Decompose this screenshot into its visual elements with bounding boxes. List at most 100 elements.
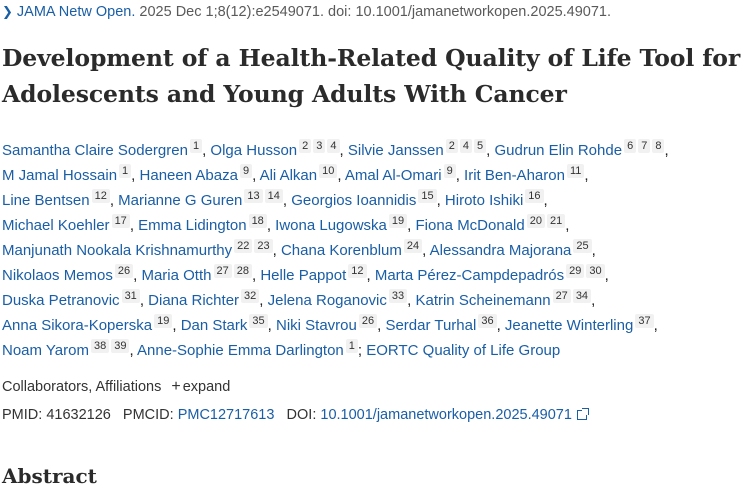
author-name-link[interactable]: Irit Ben-Aharon bbox=[464, 167, 565, 184]
author-name-link[interactable]: Anna Sikora-Koperska bbox=[2, 317, 153, 334]
affiliation-number[interactable]: 26 bbox=[358, 314, 378, 328]
affiliation-number[interactable]: 22 bbox=[234, 239, 253, 253]
affiliation-number[interactable]: 21 bbox=[546, 214, 566, 228]
expand-button[interactable]: expand bbox=[182, 379, 231, 395]
author-name-link[interactable]: Jeanette Winterling bbox=[504, 317, 634, 334]
author-separator: , bbox=[252, 267, 261, 284]
affiliation-number[interactable]: 19 bbox=[388, 214, 408, 228]
affiliation-number[interactable]: 1 bbox=[345, 339, 358, 353]
group-author-link[interactable]: EORTC Quality of Life Group bbox=[366, 342, 561, 359]
affiliation-number[interactable]: 38 bbox=[90, 339, 110, 353]
author-name-link[interactable]: Fiona McDonald bbox=[415, 217, 525, 234]
affiliation-number[interactable]: 9 bbox=[443, 164, 456, 178]
affiliation-number[interactable]: 1 bbox=[189, 139, 203, 153]
author-name-link[interactable]: Chana Korenblum bbox=[280, 242, 402, 259]
affiliation-number[interactable]: 16 bbox=[525, 189, 544, 203]
affiliation-number[interactable]: 15 bbox=[418, 189, 437, 203]
affiliation-number[interactable]: 14 bbox=[264, 189, 283, 203]
external-link-icon[interactable] bbox=[576, 408, 589, 420]
author-name-link[interactable]: Georgios Ioannidis bbox=[291, 192, 417, 209]
affiliation-number[interactable]: 2 bbox=[299, 139, 312, 153]
affiliation-number[interactable]: 29 bbox=[566, 264, 585, 278]
author-name-link[interactable]: Marianne G Guren bbox=[118, 192, 243, 209]
author-name-link[interactable]: Michael Koehler bbox=[2, 217, 110, 234]
affiliation-number[interactable]: 17 bbox=[111, 214, 130, 228]
affiliation-number[interactable]: 10 bbox=[319, 164, 338, 178]
author-name-link[interactable]: Maria Otth bbox=[141, 267, 212, 284]
author-name-link[interactable]: Jelena Roganovic bbox=[267, 292, 387, 309]
author-name-link[interactable]: Silvie Janssen bbox=[347, 142, 444, 159]
author-name-link[interactable]: Marta Pérez-Campdepadrós bbox=[374, 267, 565, 284]
affiliation-number[interactable]: 39 bbox=[111, 339, 130, 353]
author-name-link[interactable]: Amal Al-Omari bbox=[344, 167, 442, 184]
affiliation-number[interactable]: 36 bbox=[478, 314, 497, 328]
journal-link[interactable]: JAMA Netw Open. bbox=[16, 4, 136, 20]
author-name-link[interactable]: Diana Richter bbox=[148, 292, 240, 309]
affiliation-number[interactable]: 4 bbox=[327, 139, 340, 153]
affiliation-number[interactable]: 24 bbox=[403, 239, 423, 253]
author-name-link[interactable]: Anne-Sophie Emma Darlington bbox=[137, 342, 344, 359]
author-name-link[interactable]: Katrin Scheinemann bbox=[415, 292, 551, 309]
author-name-link[interactable]: Alessandra Majorana bbox=[429, 242, 572, 259]
author-item: Samantha Claire Sodergren 1 bbox=[2, 139, 203, 159]
author-name-link[interactable]: Iwona Lugowska bbox=[275, 217, 387, 234]
pmcid-link[interactable]: PMC12717613 bbox=[177, 407, 275, 423]
author-name-link[interactable]: Gudrun Elin Rohde bbox=[494, 142, 623, 159]
affiliation-number[interactable]: 19 bbox=[154, 314, 173, 328]
author-name-link[interactable]: Noam Yarom bbox=[2, 342, 89, 359]
affiliation-number[interactable]: 8 bbox=[652, 139, 665, 153]
author-name-link[interactable]: Manjunath Nookala Krishnamurthy bbox=[2, 242, 233, 259]
affiliation-number[interactable]: 31 bbox=[121, 289, 140, 303]
affiliation-number[interactable]: 32 bbox=[241, 289, 260, 303]
author-name-link[interactable]: Samantha Claire Sodergren bbox=[2, 142, 188, 159]
affiliation-number[interactable]: 13 bbox=[244, 189, 263, 203]
author-line: Duska Petranovic 31, Diana Richter 32, Jel… bbox=[2, 288, 748, 313]
affiliation-number[interactable]: 12 bbox=[91, 189, 110, 203]
affiliation-number[interactable]: 26 bbox=[114, 264, 134, 278]
author-name-link[interactable]: Dan Stark bbox=[180, 317, 248, 334]
affiliation-number[interactable]: 23 bbox=[254, 239, 273, 253]
author-separator: , bbox=[339, 142, 348, 159]
author-name-link[interactable]: Niki Stavrou bbox=[275, 317, 357, 334]
author-name-link[interactable]: Serdar Turhal bbox=[385, 317, 477, 334]
author-name-link[interactable]: Hiroto Ishiki bbox=[444, 192, 524, 209]
chevron-right-icon[interactable]: ❯ bbox=[2, 4, 13, 19]
doi-link[interactable]: 10.1001/jamanetworkopen.2025.49071 bbox=[320, 407, 572, 423]
affiliation-number[interactable]: 12 bbox=[348, 264, 367, 278]
affiliation-number[interactable]: 11 bbox=[566, 164, 585, 178]
affiliation-number[interactable]: 35 bbox=[249, 314, 268, 328]
affiliation-number[interactable]: 33 bbox=[388, 289, 408, 303]
affiliation-number[interactable]: 20 bbox=[526, 214, 545, 228]
author-name-link[interactable]: M Jamal Hossain bbox=[2, 167, 118, 184]
affiliation-number[interactable]: 6 bbox=[624, 139, 637, 153]
author-name-link[interactable]: Duska Petranovic bbox=[2, 292, 120, 309]
affiliation-number[interactable]: 25 bbox=[573, 239, 592, 253]
author-item: Hiroto Ishiki 16 bbox=[444, 189, 544, 209]
affiliation-number[interactable]: 3 bbox=[313, 139, 326, 153]
affiliation-number[interactable]: 27 bbox=[213, 264, 232, 278]
author-name-link[interactable]: Haneen Abaza bbox=[139, 167, 238, 184]
affiliation-number[interactable]: 7 bbox=[638, 139, 651, 153]
author-name-link[interactable]: Emma Lidington bbox=[138, 217, 247, 234]
affiliation-number[interactable]: 34 bbox=[572, 289, 592, 303]
affiliation-number[interactable]: 37 bbox=[635, 314, 654, 328]
author-name-link[interactable]: Helle Pappot bbox=[260, 267, 347, 284]
author-separator: , bbox=[139, 292, 149, 309]
affiliation-number[interactable]: 28 bbox=[233, 264, 252, 278]
affiliation-number[interactable]: 2 bbox=[445, 139, 458, 153]
author-name-link[interactable]: Ali Alkan bbox=[259, 167, 318, 184]
author-item: Maria Otth 27 28 bbox=[141, 264, 252, 284]
affiliation-number[interactable]: 1 bbox=[119, 164, 132, 178]
affiliation-number[interactable]: 5 bbox=[474, 139, 487, 153]
affiliation-number[interactable]: 30 bbox=[586, 264, 605, 278]
affiliation-number[interactable]: 4 bbox=[459, 139, 472, 153]
pmid-value: 41632126 bbox=[46, 407, 111, 423]
affiliation-number[interactable]: 9 bbox=[239, 164, 253, 178]
author-name-link[interactable]: Nikolaos Memos bbox=[2, 267, 113, 284]
author-name-link[interactable]: Line Bentsen bbox=[2, 192, 90, 209]
author-name-link[interactable]: Olga Husson bbox=[210, 142, 298, 159]
affiliation-number[interactable]: 18 bbox=[248, 214, 267, 228]
affiliation-number[interactable]: 27 bbox=[552, 289, 571, 303]
plus-icon[interactable]: + bbox=[171, 378, 181, 395]
doi-label: DOI: bbox=[286, 407, 317, 423]
